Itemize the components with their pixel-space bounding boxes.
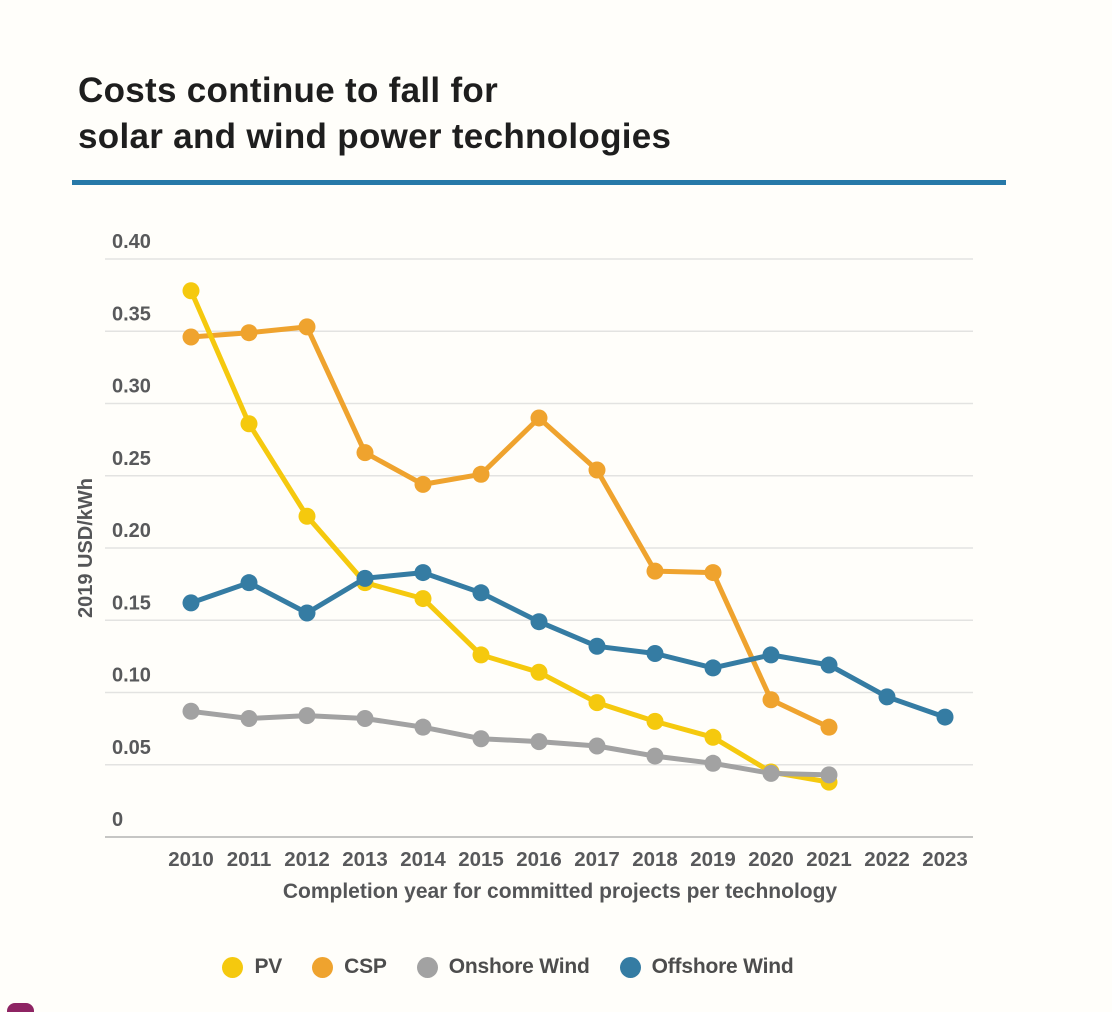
point-csp-2018 bbox=[646, 562, 664, 580]
y-tick-label: 0.15 bbox=[112, 592, 151, 614]
legend-item-offshore-wind: Offshore Wind bbox=[619, 955, 794, 979]
legend-item-csp: CSP bbox=[312, 955, 387, 979]
y-tick-label: 0.40 bbox=[112, 231, 151, 253]
point-csp-2010 bbox=[182, 328, 200, 346]
point-offshore-wind-2013 bbox=[356, 569, 374, 587]
y-tick-label: 0.05 bbox=[112, 737, 151, 759]
y-tick-label: 0.10 bbox=[112, 665, 151, 687]
legend-dot-onshore-wind bbox=[416, 956, 438, 978]
point-onshore-wind-2010 bbox=[182, 702, 200, 720]
point-offshore-wind-2022 bbox=[878, 688, 896, 706]
chart-title-line1: Costs continue to fall for bbox=[78, 71, 499, 110]
point-onshore-wind-2011 bbox=[240, 710, 258, 728]
point-onshore-wind-2017 bbox=[588, 737, 606, 755]
legend-item-onshore-wind: Onshore Wind bbox=[416, 955, 590, 979]
point-pv-2016 bbox=[530, 663, 548, 681]
y-axis-title: 2019 USD/kWh bbox=[75, 478, 97, 618]
x-tick-label: 2014 bbox=[400, 848, 446, 871]
x-tick-label: 2019 bbox=[690, 848, 736, 871]
chart-legend: PV CSP Onshore Wind Offshore Wind bbox=[105, 946, 911, 988]
title-divider-rule bbox=[72, 180, 1006, 185]
point-csp-2021 bbox=[820, 718, 838, 736]
x-axis-title: Completion year for committed projects p… bbox=[283, 880, 838, 903]
legend-dot-pv bbox=[222, 956, 244, 978]
point-offshore-wind-2012 bbox=[298, 604, 316, 622]
point-offshore-wind-2019 bbox=[704, 659, 722, 677]
legend-dot-csp bbox=[312, 956, 334, 978]
legend-label-pv: PV bbox=[254, 955, 283, 978]
chart-title: Costs continue to fall for solar and win… bbox=[78, 68, 671, 160]
point-onshore-wind-2015 bbox=[472, 730, 490, 748]
point-pv-2015 bbox=[472, 646, 490, 664]
point-csp-2013 bbox=[356, 444, 374, 462]
line-pv bbox=[188, 288, 832, 785]
y-tick-label: 0.35 bbox=[112, 303, 151, 325]
point-csp-2014 bbox=[414, 475, 432, 493]
point-onshore-wind-2016 bbox=[530, 733, 548, 751]
point-pv-2018 bbox=[646, 712, 664, 730]
point-onshore-wind-2013 bbox=[356, 710, 374, 728]
x-tick-label: 2015 bbox=[458, 848, 504, 871]
x-tick-label: 2016 bbox=[516, 848, 562, 871]
point-offshore-wind-2016 bbox=[530, 613, 548, 631]
point-onshore-wind-2021 bbox=[820, 766, 838, 784]
point-csp-2020 bbox=[762, 691, 780, 709]
line-csp bbox=[188, 324, 832, 730]
x-tick-label: 2012 bbox=[284, 848, 330, 871]
point-csp-2011 bbox=[240, 324, 258, 342]
point-csp-2019 bbox=[704, 564, 722, 582]
line-onshore-wind bbox=[188, 708, 832, 778]
x-tick-label: 2010 bbox=[168, 848, 214, 871]
x-tick-label: 2021 bbox=[806, 848, 852, 871]
point-pv-2011 bbox=[240, 415, 258, 433]
point-pv-2017 bbox=[588, 694, 606, 712]
x-tick-label: 2017 bbox=[574, 848, 620, 871]
x-tick-label: 2013 bbox=[342, 848, 388, 871]
y-tick-label: 0.20 bbox=[112, 520, 151, 542]
point-onshore-wind-2019 bbox=[704, 754, 722, 772]
point-onshore-wind-2020 bbox=[762, 764, 780, 782]
x-tick-label: 2018 bbox=[632, 848, 678, 871]
point-onshore-wind-2014 bbox=[414, 718, 432, 736]
point-pv-2019 bbox=[704, 728, 722, 746]
x-tick-label: 2011 bbox=[227, 848, 271, 871]
point-offshore-wind-2015 bbox=[472, 584, 490, 602]
legend-label-onshore-wind: Onshore Wind bbox=[448, 955, 590, 978]
point-pv-2012 bbox=[298, 507, 316, 525]
point-offshore-wind-2011 bbox=[240, 574, 258, 592]
point-offshore-wind-2021 bbox=[820, 656, 838, 674]
point-pv-2014 bbox=[414, 590, 432, 608]
legend-dot-offshore-wind bbox=[619, 956, 641, 978]
line-offshore-wind bbox=[188, 570, 948, 720]
point-offshore-wind-2023 bbox=[936, 708, 954, 726]
point-offshore-wind-2017 bbox=[588, 637, 606, 655]
point-offshore-wind-2020 bbox=[762, 646, 780, 664]
point-pv-2010 bbox=[182, 282, 200, 300]
chart-title-line2: solar and wind power technologies bbox=[78, 117, 672, 156]
legend-item-pv: PV bbox=[222, 955, 282, 979]
point-offshore-wind-2014 bbox=[414, 564, 432, 582]
legend-label-offshore-wind: Offshore Wind bbox=[651, 955, 794, 978]
x-tick-label: 2022 bbox=[864, 848, 910, 871]
legend-label-csp: CSP bbox=[344, 955, 387, 978]
point-csp-2012 bbox=[298, 318, 316, 336]
x-tick-label: 2023 bbox=[922, 848, 968, 871]
point-offshore-wind-2010 bbox=[182, 594, 200, 612]
y-tick-label: 0.25 bbox=[112, 448, 151, 470]
point-csp-2015 bbox=[472, 465, 490, 483]
point-offshore-wind-2018 bbox=[646, 644, 664, 662]
y-tick-label: 0 bbox=[112, 809, 123, 831]
point-onshore-wind-2018 bbox=[646, 747, 664, 765]
point-csp-2016 bbox=[530, 409, 548, 427]
point-onshore-wind-2012 bbox=[298, 707, 316, 725]
y-tick-label: 0.30 bbox=[112, 376, 151, 398]
point-csp-2017 bbox=[588, 461, 606, 479]
x-tick-label: 2020 bbox=[748, 848, 794, 871]
corner-logo-fragment bbox=[7, 1003, 34, 1012]
